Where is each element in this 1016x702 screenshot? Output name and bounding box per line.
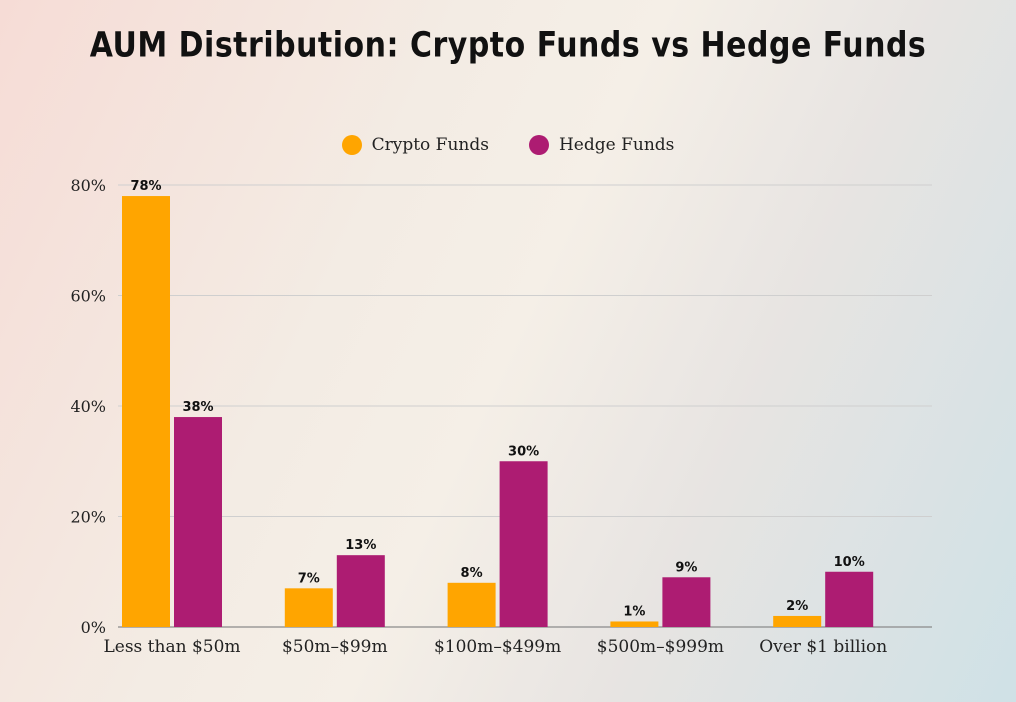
bar-crypto bbox=[773, 615, 822, 627]
x-tick-label: $100m–$499m bbox=[434, 637, 561, 657]
bar-crypto bbox=[122, 196, 170, 628]
data-label: 9% bbox=[675, 560, 697, 575]
x-tick-label: $50m–$99m bbox=[282, 637, 388, 657]
data-label: 30% bbox=[508, 444, 539, 459]
data-label: 2% bbox=[786, 599, 808, 614]
legend: Crypto Funds Hedge Funds bbox=[0, 135, 1016, 155]
data-label: 1% bbox=[623, 604, 645, 619]
bar-crypto bbox=[447, 582, 496, 627]
data-label: 10% bbox=[834, 555, 865, 570]
bar-hedge bbox=[174, 417, 222, 627]
bar-hedge bbox=[499, 461, 548, 627]
legend-item-hedge: Hedge Funds bbox=[528, 135, 675, 155]
bar-hedge bbox=[662, 577, 711, 627]
legend-item-crypto: Crypto Funds bbox=[341, 135, 489, 155]
y-tick-label: 40% bbox=[70, 397, 106, 416]
bar-hedge bbox=[825, 571, 874, 627]
legend-label-crypto: Crypto Funds bbox=[371, 135, 489, 155]
x-tick-label: $500m–$999m bbox=[597, 637, 724, 657]
bar-hedge bbox=[336, 555, 385, 627]
x-tick-label: Less than $50m bbox=[103, 637, 240, 657]
data-label: 7% bbox=[298, 571, 320, 586]
y-tick-label: 80% bbox=[70, 176, 106, 195]
y-tick-label: 20% bbox=[70, 508, 106, 527]
y-tick-label: 60% bbox=[70, 287, 106, 306]
legend-swatch-crypto bbox=[341, 135, 362, 155]
bar-crypto bbox=[284, 588, 333, 627]
data-label: 38% bbox=[182, 400, 213, 415]
legend-swatch-hedge bbox=[528, 135, 549, 155]
data-label: 13% bbox=[345, 538, 376, 553]
x-tick-label: Over $1 billion bbox=[759, 637, 887, 657]
legend-label-hedge: Hedge Funds bbox=[558, 135, 675, 155]
bar-crypto bbox=[610, 621, 659, 627]
chart-title: AUM Distribution: Crypto Funds vs Hedge … bbox=[89, 25, 927, 66]
data-label: 78% bbox=[130, 179, 161, 194]
y-tick-label: 0% bbox=[81, 618, 106, 637]
data-label: 8% bbox=[461, 566, 483, 581]
